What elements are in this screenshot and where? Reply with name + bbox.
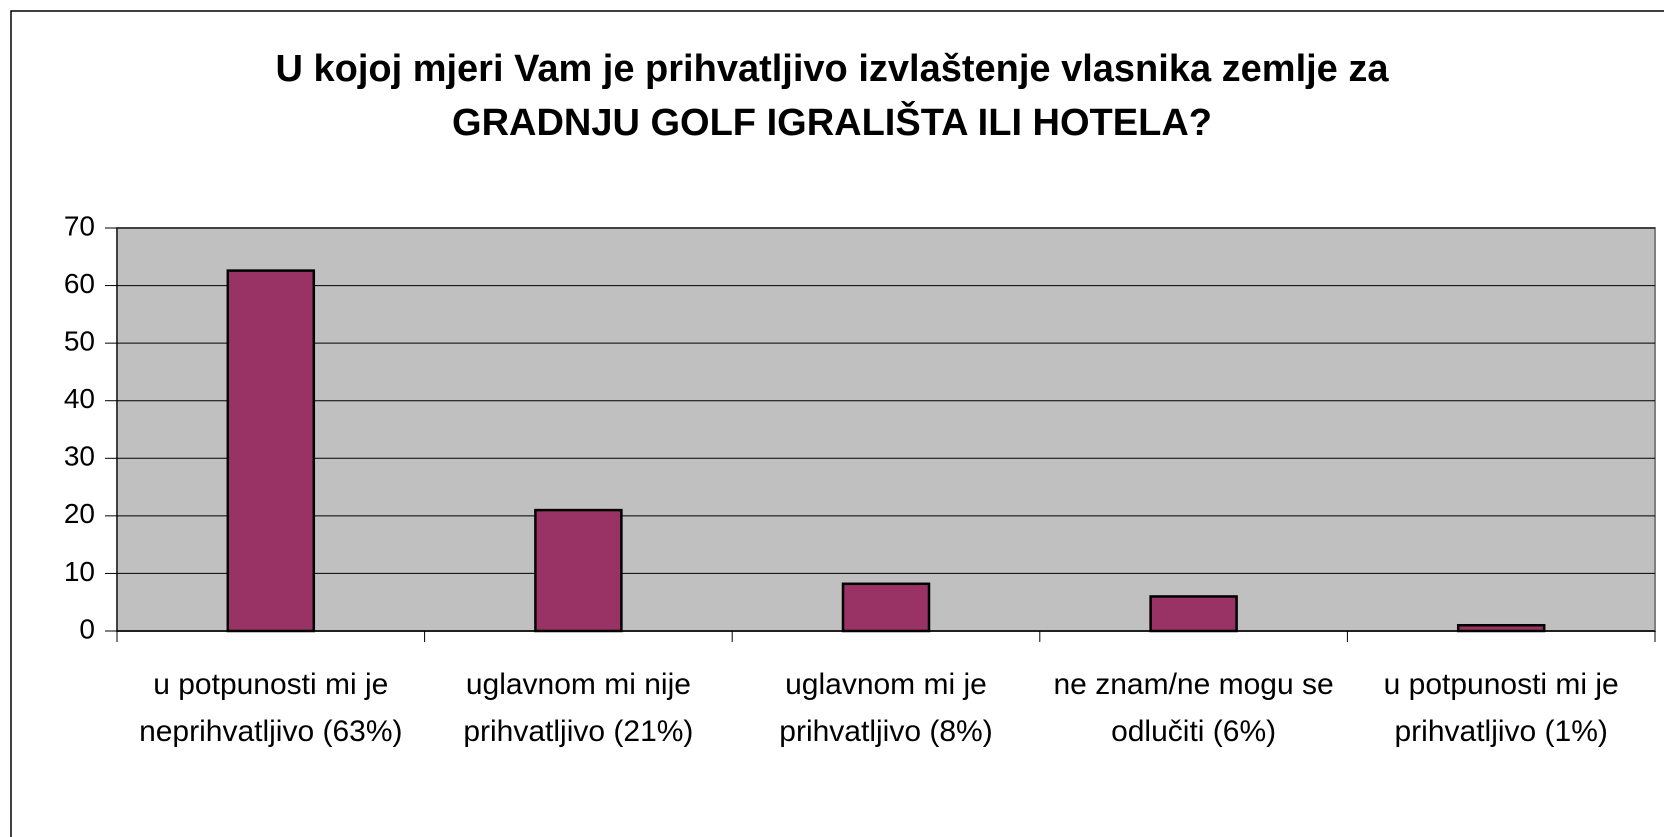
x-tick-label: ne znam/ne mogu se odlučiti (6%): [1053, 668, 1334, 748]
y-tick-label: 10: [64, 556, 95, 587]
x-tick-label: uglavnom mi je prihvatljivo (8%): [779, 668, 993, 748]
x-tick-label: uglavnom mi nije prihvatljivo (21%): [463, 668, 694, 748]
bar: [841, 582, 931, 633]
x-tick-label: u potpunosti mi je prihvatljivo (1%): [1383, 668, 1619, 748]
chart-title: U kojoj mjeri Vam je prihvatljivo izvlaš…: [275, 48, 1389, 144]
bar: [1149, 595, 1238, 633]
y-tick-label: 40: [64, 383, 95, 414]
y-tick-label: 20: [64, 498, 95, 529]
plot-area: [116, 227, 1656, 632]
y-tick-label: 0: [79, 613, 95, 644]
y-tick-label: 50: [64, 326, 95, 357]
x-tick-label: u potpunosti mi je neprihvatljivo (63%): [139, 668, 403, 748]
bar: [534, 508, 623, 633]
y-tick-label: 60: [64, 268, 95, 299]
bar: [1456, 623, 1546, 633]
bar: [226, 269, 316, 633]
chart-border: [10, 10, 1664, 837]
y-tick-label: 30: [64, 441, 95, 472]
y-tick-label: 70: [64, 210, 95, 241]
